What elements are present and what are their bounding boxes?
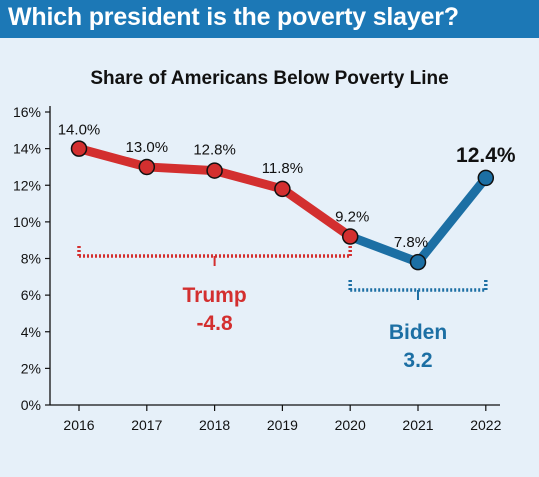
headline-text: Which president is the poverty slayer?: [8, 3, 459, 31]
y-tick-label: 6%: [21, 287, 41, 303]
x-tick-label: 2017: [131, 417, 162, 433]
x-tick-label: 2021: [402, 417, 433, 433]
x-tick-label: 2018: [199, 417, 230, 433]
data-label: 13.0%: [126, 139, 169, 156]
data-point: [477, 169, 495, 187]
headline-banner: Which president is the poverty slayer?: [0, 0, 539, 38]
annotation-name: Trump: [183, 284, 247, 307]
data-point: [341, 228, 359, 245]
data-point: [70, 140, 88, 157]
x-tick-label: 2022: [470, 417, 501, 433]
chart-title: Share of Americans Below Poverty Line: [90, 68, 448, 89]
data-label: 11.8%: [262, 160, 303, 177]
data-point: [274, 180, 291, 198]
annotation-change: -4.8: [197, 312, 234, 335]
data-label: 12.4%: [456, 144, 516, 167]
data-point: [409, 253, 427, 271]
data-label: 9.2%: [335, 209, 369, 226]
y-tick-label: 2%: [21, 360, 41, 376]
y-tick-label: 16%: [13, 104, 41, 120]
data-point: [138, 158, 156, 176]
x-tick-label: 2016: [63, 417, 94, 433]
x-tick-label: 2020: [335, 417, 366, 433]
annotation-name: Biden: [389, 321, 447, 344]
data-point: [206, 162, 223, 179]
series-line-trump: [74, 144, 355, 242]
y-tick-label: 4%: [21, 324, 41, 340]
annotation-change: 3.2: [403, 349, 432, 372]
data-label: 7.8%: [394, 234, 428, 251]
data-label: 12.8%: [193, 142, 236, 159]
y-tick-label: 8%: [21, 251, 41, 267]
data-label: 14.0%: [58, 122, 101, 139]
y-tick-label: 10%: [13, 214, 41, 230]
y-tick-label: 0%: [21, 397, 41, 413]
y-tick-label: 12%: [13, 177, 41, 193]
x-tick-label: 2019: [267, 417, 298, 433]
y-tick-label: 14%: [13, 141, 41, 157]
